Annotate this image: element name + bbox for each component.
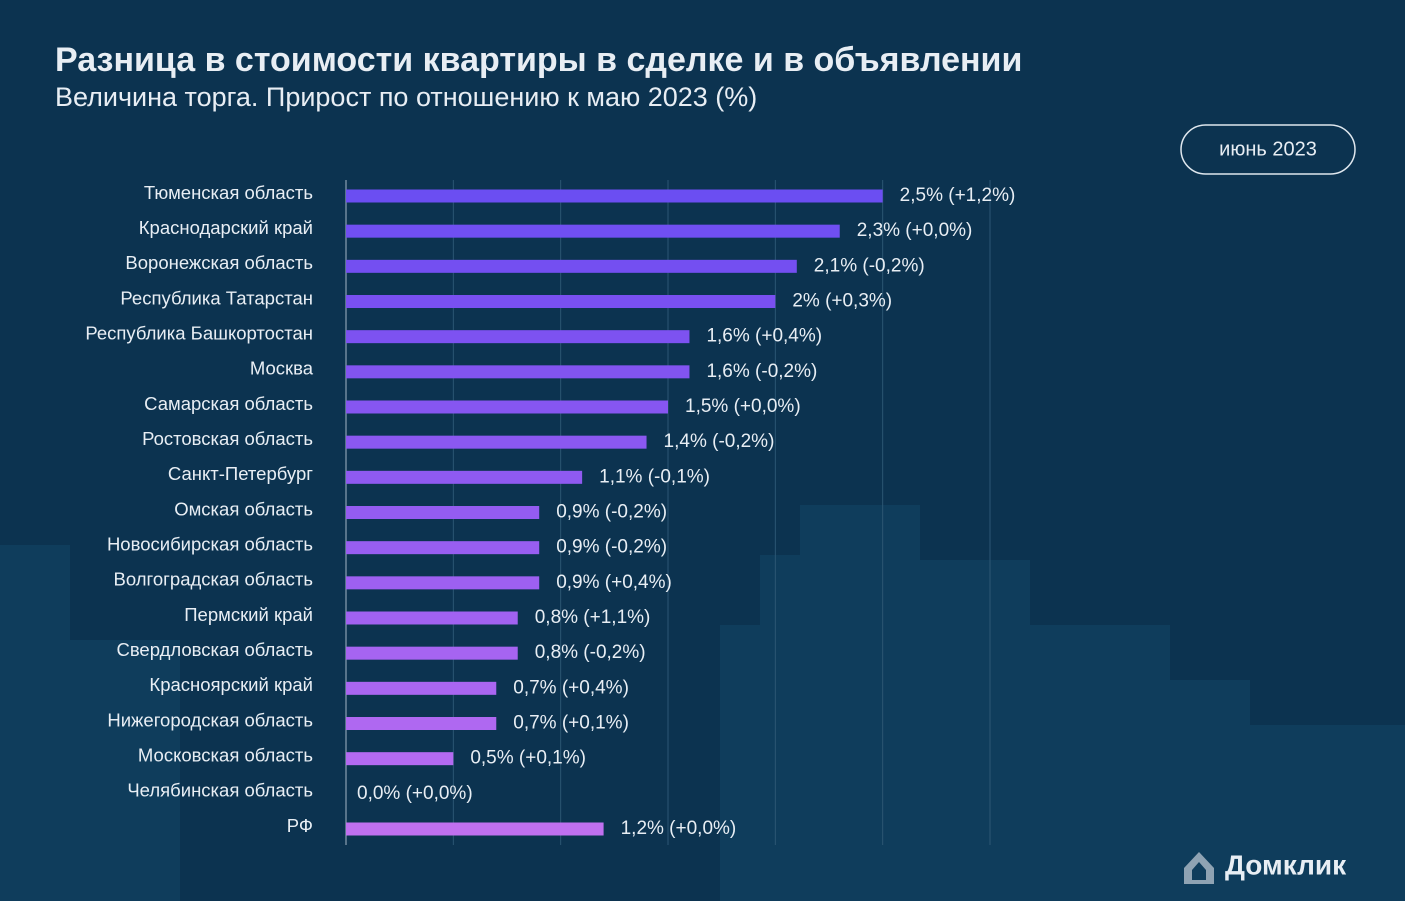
bar [346,330,690,344]
bar [346,259,797,273]
y-tick-label: Московская область [138,745,313,766]
y-tick-label: РФ [287,815,313,836]
bar [346,576,540,590]
bar [346,646,518,660]
bar [346,611,518,625]
logo-icon [1184,852,1214,884]
data-label: 0,0% (+0,0%) [357,783,473,804]
bar [346,189,883,203]
y-tick-label: Волгоградская область [114,569,313,590]
logo: Домклик [1225,849,1347,880]
bar [346,470,583,484]
bar [346,295,776,308]
data-label: 0,5% (+0,1%) [470,748,586,769]
data-label: 2,5% (+1,2%) [900,185,1016,206]
chart-title: Разница в стоимости квартиры в сделке и … [55,41,1022,79]
y-tick-label: Омская область [174,498,313,519]
data-label: 1,6% (+0,4%) [706,326,822,347]
y-tick-label: Пермский край [184,604,313,625]
bar [346,400,668,414]
y-tick-label: Новосибирская область [107,534,313,555]
bar [346,822,604,836]
data-label: 0,8% (-0,2%) [535,642,646,663]
y-tick-label: Воронежская область [125,252,313,273]
bar [346,541,540,555]
badge-outline [1180,124,1356,175]
data-label: 0,8% (+1,1%) [535,607,651,628]
bar [346,717,497,730]
data-label: 0,9% (-0,2%) [556,537,667,558]
y-tick-label: Москва [250,358,314,379]
bar [346,365,690,379]
bar [346,681,497,695]
data-label: 1,1% (-0,1%) [599,466,710,487]
y-tick-label: Нижегородская область [107,709,313,730]
bar [346,435,647,449]
data-label: 0,9% (-0,2%) [556,502,667,523]
bar [346,224,840,238]
data-label: 2,3% (+0,0%) [857,220,973,241]
y-tick-label: Челябинская область [127,780,313,801]
data-label: 2% (+0,3%) [792,291,892,312]
badge: июнь 2023 [1219,138,1317,160]
bar [346,752,454,766]
data-label: 0,9% (+0,4%) [556,572,672,593]
y-tick-label: Республика Татарстан [120,287,313,308]
data-label: 1,6% (-0,2%) [706,361,817,382]
y-tick-label: Краснодарский край [139,217,313,238]
y-tick-label: Самарская область [144,393,313,414]
y-tick-label: Ростовская область [142,428,313,449]
y-tick-label: Свердловская область [116,639,313,660]
data-label: 1,2% (+0,0%) [621,818,737,839]
y-tick-label: Республика Башкортостан [85,323,313,344]
data-label: 1,5% (+0,0%) [685,396,801,417]
data-label: 0,7% (+0,4%) [513,677,629,698]
data-label: 0,7% (+0,1%) [513,713,629,734]
y-tick-label: Красноярский край [149,674,313,695]
y-tick-label: Санкт-Петербург [168,463,313,484]
data-label: 1,4% (-0,2%) [664,431,775,452]
data-label: 2,1% (-0,2%) [814,255,925,276]
bar [346,506,540,519]
y-tick-label: Тюменская область [144,182,313,203]
chart-subtitle: Величина торга. Прирост по отношению к м… [55,82,757,112]
